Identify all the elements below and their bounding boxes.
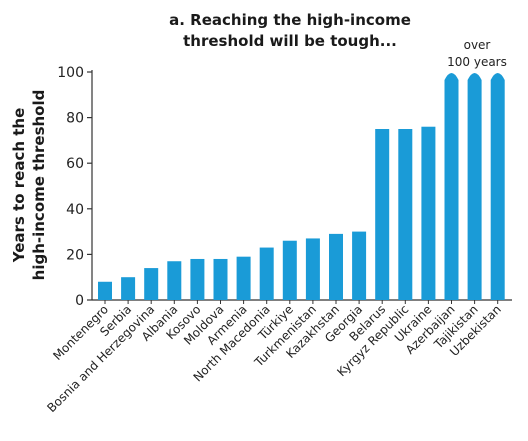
y-tick-label: 0 bbox=[75, 293, 84, 309]
bar bbox=[398, 129, 413, 300]
chart-title-line-2: threshold will be tough... bbox=[183, 32, 397, 50]
bar bbox=[213, 258, 228, 300]
bar bbox=[98, 281, 112, 300]
y-tick-label: 100 bbox=[57, 65, 84, 81]
annotation-line-1: over bbox=[464, 38, 491, 52]
y-axis-label: Years to reach the high-income threshold bbox=[10, 90, 48, 281]
bar bbox=[375, 129, 390, 300]
bar bbox=[490, 73, 505, 300]
y-tick-label: 60 bbox=[66, 156, 84, 172]
bar bbox=[352, 231, 367, 300]
bar bbox=[190, 258, 205, 300]
y-axis-label-line-2: high-income threshold bbox=[30, 90, 48, 281]
bar bbox=[421, 126, 436, 300]
bar bbox=[444, 73, 459, 300]
y-tick-label: 80 bbox=[66, 111, 84, 127]
bar bbox=[236, 256, 251, 300]
bar bbox=[121, 277, 136, 300]
bars bbox=[98, 73, 505, 300]
bar bbox=[167, 261, 182, 300]
chart-title: a. Reaching the high-income threshold wi… bbox=[169, 11, 411, 50]
bar bbox=[467, 73, 482, 300]
chart-title-line-1: a. Reaching the high-income bbox=[169, 11, 411, 29]
y-tick-label: 20 bbox=[66, 247, 84, 263]
annotation-line-2: 100 years bbox=[447, 55, 507, 69]
y-tick-label: 40 bbox=[66, 202, 84, 218]
bar bbox=[305, 238, 320, 300]
y-axis-label-line-1: Years to reach the bbox=[10, 108, 28, 264]
y-axis: 0 20 40 60 80 100 bbox=[57, 65, 512, 309]
bar bbox=[329, 233, 343, 300]
bar bbox=[144, 268, 159, 300]
annotation: over 100 years bbox=[447, 38, 507, 69]
bar bbox=[259, 247, 274, 300]
bar bbox=[282, 240, 297, 300]
